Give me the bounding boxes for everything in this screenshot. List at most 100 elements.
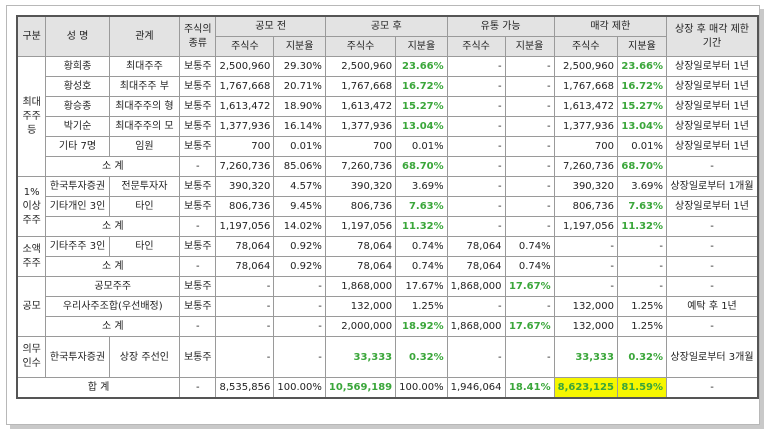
cell-tradable-ratio: 0.74%	[504, 256, 555, 277]
cell-tradable-ratio: -	[504, 296, 555, 317]
cell-pre-ratio: 16.14%	[273, 116, 326, 137]
cell-restricted-ratio: -	[616, 256, 668, 277]
cell-pre-ratio: 0.92%	[273, 236, 326, 257]
cell-relation: 타인	[108, 236, 181, 257]
table-row: 공모 공모주주 보통주 - - 1,868,000 17.67% 1,868,0…	[16, 276, 759, 337]
cell-type: 보통주	[179, 336, 217, 378]
cell-pre-ratio: 85.06%	[273, 156, 326, 177]
cell-tradable-shares: -	[446, 76, 506, 97]
cell-restricted-ratio: 13.04%	[616, 116, 668, 137]
cell-restricted-ratio: 3.69%	[616, 176, 668, 197]
cell-restricted-ratio: 7.63%	[616, 196, 668, 217]
cell-pre-ratio: 18.90%	[273, 96, 326, 117]
cell-name: 기타 7명	[45, 136, 110, 157]
cell-restricted-shares: 33,333	[553, 336, 618, 378]
cell-relation: 전문투자자	[108, 176, 181, 197]
shareholder-table: 구분 성 명 관계 주식의 종류 공모 전 공모 후 유통 가능 매각 제한 상…	[16, 15, 759, 399]
cell-type: 보통주	[179, 296, 217, 317]
header-before-ipo: 공모 전	[215, 15, 326, 37]
cell-restricted-ratio: 1.25%	[616, 316, 668, 337]
cell-tradable-ratio: -	[504, 336, 555, 378]
cell-pre-ratio: 0.92%	[273, 256, 326, 277]
cell-post-shares: 10,569,189	[324, 377, 397, 399]
header-ratio: 지분율	[616, 36, 668, 57]
cell-type: 보통주	[179, 76, 217, 97]
header-relation: 관계	[108, 15, 181, 57]
table-row: 의무 인수 한국투자증권 상장 주선인 보통주 - - 33,333 0.32%…	[16, 336, 759, 378]
cell-type: 보통주	[179, 176, 217, 197]
header-stock-type: 주식의 종류	[179, 15, 217, 57]
cell-restricted-ratio: 0.01%	[616, 136, 668, 157]
cell-period: 상장일로부터 1년	[666, 196, 759, 217]
cell-post-ratio: 13.04%	[395, 116, 448, 137]
cell-restricted-shares: 1,767,668	[553, 76, 618, 97]
cell-post-ratio: 0.32%	[395, 336, 448, 378]
table-row: 황승종 최대주주의 형 보통주 1,613,472 18.90% 1,613,4…	[17, 96, 759, 117]
cell-pre-shares: 700	[215, 136, 275, 157]
cell-tradable-ratio: 17.67%	[504, 316, 555, 337]
cell-relation: 상장 주선인	[108, 336, 181, 378]
cell-pre-shares: -	[215, 336, 275, 378]
cell-pre-ratio: -	[273, 316, 326, 337]
cell-tradable-shares: 78,064	[446, 256, 506, 277]
cell-type: 보통주	[179, 56, 217, 77]
cell-type: 보통주	[179, 196, 217, 217]
cell-post-shares: 1,767,668	[324, 76, 397, 97]
cell-post-shares: 1,197,056	[324, 216, 397, 237]
table-row: 1% 이상 주주 한국투자증권 전문투자자 보통주 390,320 4.57% …	[16, 176, 759, 237]
cell-name: 황희종	[45, 56, 110, 77]
header-shares: 주식수	[553, 36, 618, 57]
cell-pre-ratio: 0.01%	[273, 136, 326, 157]
cell-tradable-ratio: 17.67%	[504, 276, 555, 297]
group-major: 최대 주주 등	[16, 56, 47, 177]
cell-name: 한국투자증권	[45, 336, 110, 378]
cell-period: 상장일로부터 1년	[666, 136, 759, 157]
cell-type: 보통주	[179, 236, 217, 257]
group-mandatory: 의무 인수	[16, 336, 47, 378]
cell-restricted-shares: 132,000	[553, 296, 618, 317]
cell-name: 기타주주 3인	[45, 236, 110, 257]
header-shares: 주식수	[215, 36, 275, 57]
cell-type: -	[179, 256, 217, 277]
table-row: 황성호 최대주주 부 보통주 1,767,668 20.71% 1,767,66…	[17, 76, 759, 97]
cell-period: 상장일로부터 1년	[666, 116, 759, 137]
cell-restricted-shares: 806,736	[553, 196, 618, 217]
cell-tradable-ratio: -	[504, 216, 555, 237]
cell-type: 보통주	[179, 276, 217, 297]
cell-restricted-shares: 2,500,960	[553, 56, 618, 77]
cell-label: 소 계	[45, 156, 181, 177]
cell-restricted-ratio: 23.66%	[616, 56, 668, 77]
cell-post-ratio: 23.66%	[395, 56, 448, 77]
cell-tradable-shares: 78,064	[446, 236, 506, 257]
cell-pre-shares: 78,064	[215, 236, 275, 257]
group-one-pct: 1% 이상 주주	[16, 176, 47, 237]
total-row: 합 계 - 8,535,856 100.00% 10,569,189 100.0…	[16, 377, 759, 399]
header-shares: 주식수	[446, 36, 506, 57]
cell-restricted-shares: 7,260,736	[553, 156, 618, 177]
cell-post-shares: 2,000,000	[324, 316, 397, 337]
cell-restricted-shares: 1,377,936	[553, 116, 618, 137]
cell-type: 보통주	[179, 116, 217, 137]
header-category: 구분	[16, 15, 47, 57]
cell-restricted-ratio: -	[616, 276, 668, 297]
cell-pre-shares: 1,767,668	[215, 76, 275, 97]
cell-period: 예탁 후 1년	[666, 296, 759, 317]
cell-pre-ratio: 4.57%	[273, 176, 326, 197]
cell-post-ratio: 11.32%	[395, 216, 448, 237]
cell-post-shares: 132,000	[324, 296, 397, 317]
cell-name: 박기순	[45, 116, 110, 137]
table-row: 기타개인 3인 타인 보통주 806,736 9.45% 806,736 7.6…	[17, 196, 759, 217]
header-ratio: 지분율	[395, 36, 448, 57]
cell-label: 소 계	[45, 256, 181, 277]
cell-tradable-shares: -	[446, 116, 506, 137]
subtotal-row: 소 계 - 1,197,056 14.02% 1,197,056 11.32% …	[17, 216, 759, 237]
cell-period: 상장일로부터 1개월	[666, 176, 759, 197]
cell-pre-shares: 78,064	[215, 256, 275, 277]
group-minority: 소액 주주	[16, 236, 47, 277]
cell-tradable-shares: -	[446, 296, 506, 317]
cell-tradable-shares: 1,946,064	[446, 377, 506, 399]
cell-tradable-shares: -	[446, 196, 506, 217]
cell-post-ratio: 100.00%	[395, 377, 448, 399]
cell-pre-shares: 8,535,856	[215, 377, 275, 399]
cell-post-shares: 390,320	[324, 176, 397, 197]
